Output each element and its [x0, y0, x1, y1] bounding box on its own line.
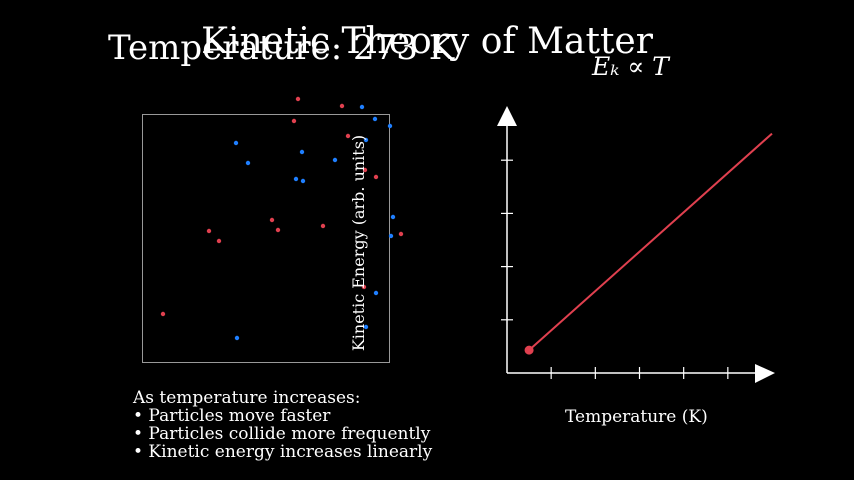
- notes-heading: As temperature increases:: [133, 388, 361, 408]
- particle-container: [142, 114, 390, 363]
- page-title: Kinetic Theory of Matter: [201, 21, 653, 62]
- current-point-marker: [524, 345, 534, 355]
- energy-line: [528, 132, 773, 351]
- y-axis-arrow: [497, 106, 517, 126]
- x-axis-arrow: [755, 364, 775, 383]
- y-axis-label: Kinetic Energy (arb. units): [349, 134, 368, 352]
- formula: Eₖ ∝ T: [592, 52, 669, 81]
- x-axis-label: Temperature (K): [565, 407, 708, 427]
- notes: As temperature increases: • Particles mo…: [133, 389, 432, 461]
- note-item: • Kinetic energy increases linearly: [133, 442, 433, 462]
- temperature-readout: Temperature: 273 K: [108, 28, 455, 68]
- note-item: • Particles collide more frequently: [133, 424, 431, 444]
- note-item: • Particles move faster: [133, 406, 331, 426]
